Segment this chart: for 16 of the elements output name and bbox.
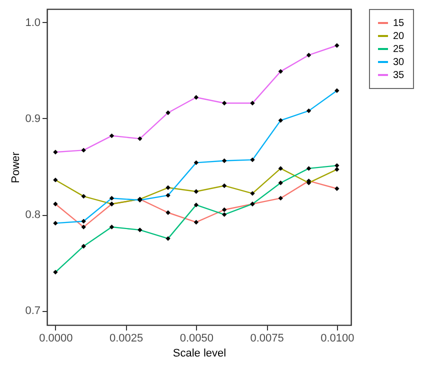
x-tick-label: 0.0025 [109,332,144,344]
legend-label: 25 [393,44,405,55]
y-tick-label: 0.8 [25,209,40,222]
legend-label: 20 [393,31,405,42]
x-tick-label: 0.0100 [320,332,354,344]
y-tick-label: 0.9 [25,112,40,125]
y-axis-title: Power [10,152,22,184]
legend-label: 15 [393,18,405,29]
y-tick-label: 1.0 [25,16,40,29]
x-tick-label: 0.0050 [180,332,214,344]
y-tick-label: 0.7 [25,305,40,318]
x-tick-label: 0.0075 [250,332,284,344]
x-tick-label: 0.0000 [39,332,73,344]
legend-label: 35 [393,70,405,81]
legend-label: 30 [393,57,405,68]
x-axis-title: Scale level [172,348,226,360]
